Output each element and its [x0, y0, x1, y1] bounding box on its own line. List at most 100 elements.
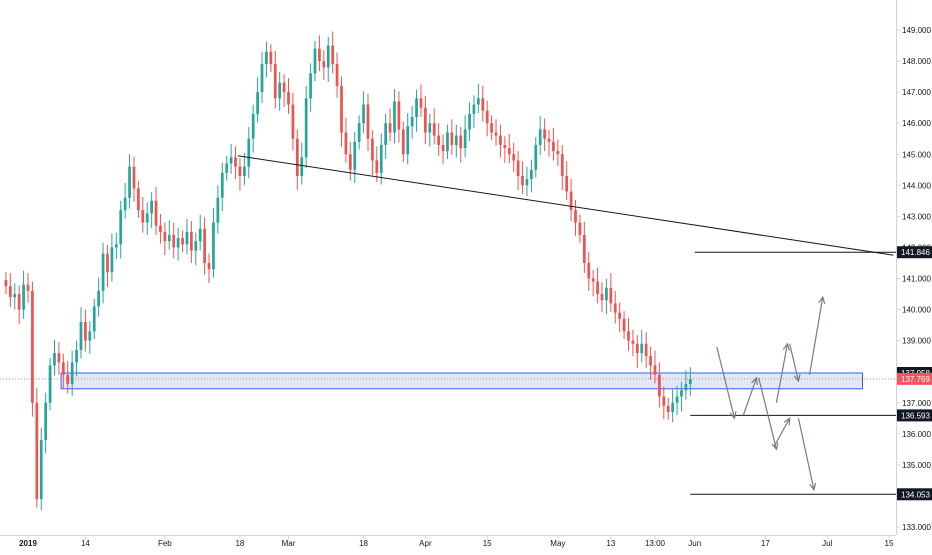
candle-body — [613, 303, 617, 313]
candle — [322, 50, 326, 80]
candle — [353, 131, 357, 183]
candle-body — [494, 132, 498, 136]
candle — [75, 340, 78, 377]
candle-body — [212, 222, 215, 270]
candle-body — [534, 144, 538, 170]
candle — [618, 302, 622, 333]
candle-body — [84, 321, 87, 341]
candle — [468, 102, 471, 142]
candle-body — [128, 166, 131, 198]
arrow-shaft — [742, 377, 758, 416]
candle — [538, 116, 542, 156]
arrow-head — [771, 442, 779, 451]
candle — [17, 285, 21, 325]
candle-body — [543, 129, 546, 139]
forecast-arrow — [808, 295, 826, 375]
candle-body — [22, 284, 25, 310]
candle — [371, 130, 374, 176]
candle — [574, 200, 577, 236]
arrow-head — [729, 411, 737, 420]
candle — [477, 83, 480, 114]
candle — [119, 200, 123, 259]
candle — [428, 113, 432, 147]
candle-body — [454, 135, 458, 145]
forecast-arrow — [716, 346, 737, 420]
candle-body — [4, 280, 8, 287]
candle-body — [415, 98, 418, 117]
candle — [379, 133, 383, 185]
candle-body — [176, 238, 180, 248]
candle-body — [238, 166, 242, 176]
candle — [295, 129, 299, 190]
candle-body — [110, 247, 114, 273]
candle-body — [331, 45, 335, 65]
forecast-arrow — [775, 342, 790, 403]
candle-body — [163, 231, 167, 242]
candle — [680, 381, 683, 412]
x-tick-label: May — [550, 539, 565, 548]
candle — [229, 144, 233, 174]
y-tick-label: 141.000 — [902, 275, 931, 284]
candle — [331, 31, 335, 74]
candle — [406, 113, 410, 165]
candle-body — [362, 104, 365, 124]
candle-body — [353, 141, 357, 170]
forecast-arrow — [773, 417, 791, 447]
candle — [128, 154, 131, 209]
candle-body — [618, 312, 622, 319]
candle-body — [194, 241, 198, 251]
candle-body — [123, 197, 127, 211]
candle-body — [393, 101, 396, 133]
candle-body — [57, 353, 61, 363]
candle-body — [653, 365, 657, 375]
candle-body — [671, 402, 675, 413]
candle — [472, 95, 476, 128]
candle-body — [132, 166, 136, 189]
price-tag: 141.846 — [897, 246, 932, 259]
candle — [622, 311, 626, 340]
candle-body — [565, 175, 569, 192]
candle — [13, 283, 17, 310]
candle-body — [344, 132, 348, 155]
y-tick-label: 147.000 — [902, 88, 931, 97]
candle-body — [529, 169, 533, 180]
candle — [70, 350, 74, 396]
arrow-head — [751, 376, 758, 385]
forecast-arrow — [758, 377, 779, 451]
arrow-shaft — [758, 377, 777, 450]
price-tag-box — [897, 372, 932, 385]
candle — [92, 298, 96, 340]
candle — [256, 77, 259, 123]
candle-body — [538, 129, 542, 145]
candle — [600, 282, 604, 312]
candle — [273, 50, 277, 109]
candle — [627, 318, 630, 351]
candle — [265, 41, 268, 78]
candle-body — [79, 321, 83, 350]
x-tick-label: 13 — [606, 539, 615, 548]
candle — [313, 40, 317, 82]
candle-body — [388, 123, 392, 133]
forecast-arrow — [797, 418, 817, 492]
candle — [185, 218, 189, 255]
candle-body — [666, 405, 670, 413]
candle-body — [251, 113, 255, 139]
price-tag-label: 141.846 — [901, 248, 930, 257]
arrow-head — [818, 295, 826, 305]
candle-body — [406, 126, 410, 155]
candle — [106, 245, 109, 288]
candle — [176, 228, 180, 261]
candle — [4, 272, 8, 295]
candle — [666, 398, 670, 420]
candle — [318, 35, 321, 72]
candle — [684, 370, 688, 400]
x-axis[interactable]: 2019 14 Feb 18 Mar 18 Apr 15 May 13 13:00 Jun 17 Jul 1… — [19, 535, 894, 548]
candle — [401, 121, 405, 163]
candle — [172, 222, 176, 259]
candle-body — [75, 349, 78, 363]
candle-body — [547, 138, 551, 142]
candle-body — [587, 262, 591, 279]
candle — [282, 74, 286, 107]
candle — [362, 91, 365, 134]
candle — [35, 387, 39, 508]
